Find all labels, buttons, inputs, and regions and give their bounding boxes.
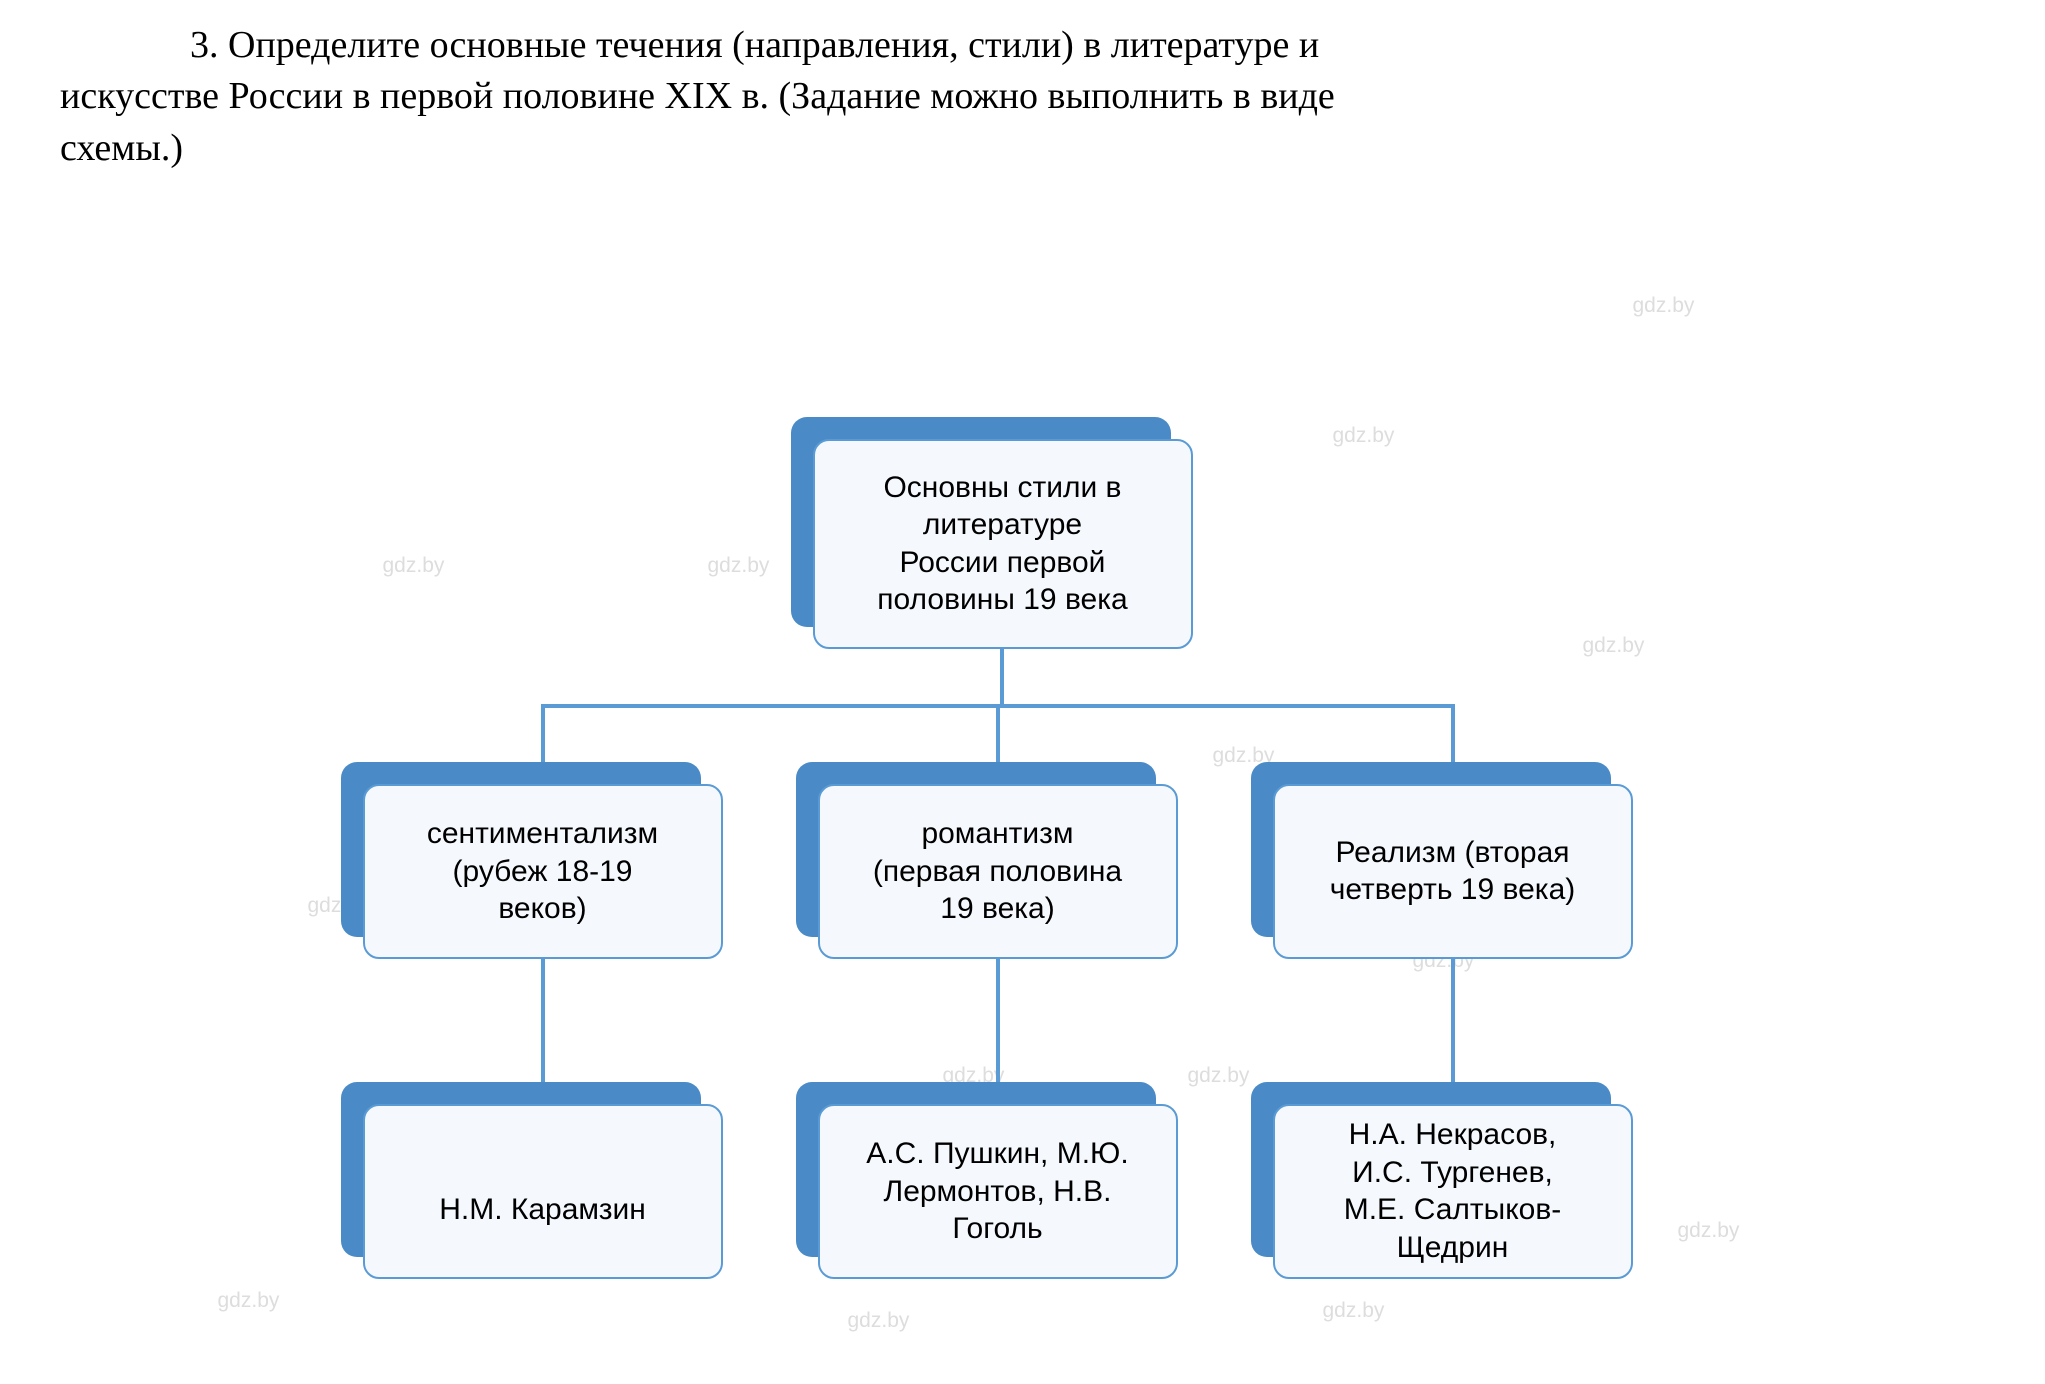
- question-line-2: искусстве России в первой половине XIX в…: [60, 75, 1335, 117]
- node-box: романтизм(первая половина19 века): [818, 784, 1178, 959]
- watermark: gdz.by: [1323, 1299, 1385, 1323]
- node-box: Основны стили влитературеРоссии первойпо…: [813, 439, 1193, 649]
- node-box: Н.М. Карамзин: [363, 1104, 723, 1279]
- node-label: А.С. Пушкин, М.Ю.Лермонтов, Н.В.Гоголь: [866, 1135, 1128, 1248]
- watermark: gdz.by: [1583, 634, 1645, 658]
- node-label: Н.М. Карамзин: [439, 1154, 646, 1229]
- level3-node-1: А.С. Пушкин, М.Ю.Лермонтов, Н.В.Гоголь: [818, 1104, 1178, 1279]
- connector-line: [1000, 649, 1004, 704]
- node-label: Н.А. Некрасов,И.С. Тургенев,М.Е. Салтыко…: [1344, 1116, 1562, 1266]
- node-box: Реализм (втораячетверть 19 века): [1273, 784, 1633, 959]
- root-node: Основны стили влитературеРоссии первойпо…: [813, 439, 1193, 649]
- level3-node-2: Н.А. Некрасов,И.С. Тургенев,М.Е. Салтыко…: [1273, 1104, 1633, 1279]
- watermark: gdz.by: [383, 554, 445, 578]
- hierarchy-diagram: Основны стили влитературеРоссии первойпо…: [73, 214, 1973, 1364]
- watermark: gdz.by: [1188, 1064, 1250, 1088]
- question-line-1: Определите основные течения (направления…: [228, 24, 1319, 66]
- level2-node-1: романтизм(первая половина19 века): [818, 784, 1178, 959]
- node-label: романтизм(первая половина19 века): [873, 815, 1122, 928]
- node-box: Н.А. Некрасов,И.С. Тургенев,М.Е. Салтыко…: [1273, 1104, 1633, 1279]
- watermark: gdz.by: [218, 1289, 280, 1313]
- watermark: gdz.by: [1633, 294, 1695, 318]
- watermark: gdz.by: [1333, 424, 1395, 448]
- node-label: Основны стили влитературеРоссии первойпо…: [877, 469, 1127, 619]
- watermark: gdz.by: [708, 554, 770, 578]
- node-box: А.С. Пушкин, М.Ю.Лермонтов, Н.В.Гоголь: [818, 1104, 1178, 1279]
- level2-node-0: сентиментализм(рубеж 18-19веков): [363, 784, 723, 959]
- level3-node-0: Н.М. Карамзин: [363, 1104, 723, 1279]
- watermark: gdz.by: [848, 1309, 910, 1333]
- question-line-3: схемы.): [60, 127, 183, 169]
- node-box: сентиментализм(рубеж 18-19веков): [363, 784, 723, 959]
- watermark: gdz.by: [1678, 1219, 1740, 1243]
- level2-node-2: Реализм (втораячетверть 19 века): [1273, 784, 1633, 959]
- node-label: сентиментализм(рубеж 18-19веков): [427, 815, 658, 928]
- node-label: Реализм (втораячетверть 19 века): [1330, 834, 1576, 909]
- question-text: 3. Определите основные течения (направле…: [20, 20, 2025, 174]
- question-number: 3.: [190, 24, 219, 66]
